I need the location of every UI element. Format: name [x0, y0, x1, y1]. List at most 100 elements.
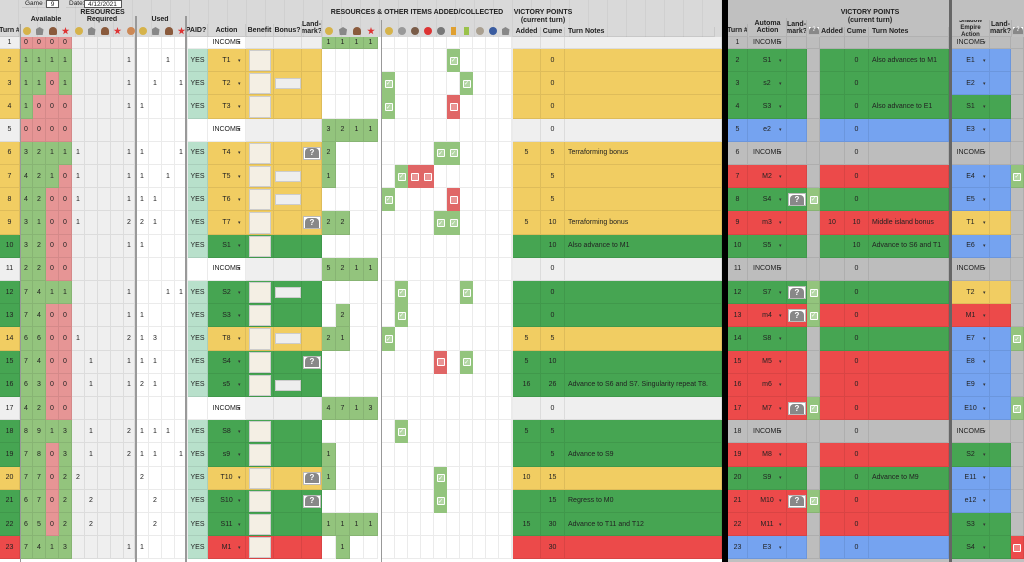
item-checkbox-cell[interactable] — [395, 49, 408, 73]
action-dropdown[interactable]: S8 — [208, 420, 246, 444]
added-resource[interactable] — [322, 95, 336, 119]
added-resource[interactable] — [336, 350, 350, 374]
automa-turn-notes[interactable] — [869, 188, 949, 212]
item-checkbox-cell[interactable] — [460, 234, 473, 258]
chevron-down-icon[interactable]: ▾ — [983, 544, 986, 551]
chevron-down-icon[interactable]: ▾ — [779, 359, 782, 366]
item-checkbox-cell[interactable] — [382, 257, 395, 281]
action-dropdown[interactable]: T2 — [208, 72, 246, 96]
chevron-down-icon[interactable]: ▾ — [983, 521, 986, 528]
chevron-down-icon[interactable]: ▾ — [238, 220, 241, 226]
vp-added[interactable] — [513, 118, 541, 142]
chevron-down-icon[interactable]: ▾ — [238, 289, 241, 296]
chevron-down-icon[interactable]: ▾ — [779, 544, 782, 551]
checkbox-checked[interactable]: ✓ — [397, 427, 406, 436]
vp-added[interactable] — [513, 188, 541, 212]
shadow-action-dropdown[interactable]: E6 — [952, 234, 990, 258]
added-resource[interactable] — [350, 536, 364, 560]
item-checkbox-cell[interactable] — [499, 211, 512, 235]
item-checkbox-cell[interactable] — [473, 420, 486, 444]
added-resource[interactable]: 3 — [364, 397, 378, 421]
used-resource[interactable]: 1 — [149, 72, 162, 96]
item-checkbox-cell[interactable] — [499, 281, 512, 305]
added-resource[interactable] — [336, 49, 350, 73]
added-resource[interactable] — [322, 373, 336, 397]
used-resource[interactable] — [149, 118, 162, 142]
added-resource[interactable] — [364, 72, 378, 96]
added-resource[interactable]: 1 — [322, 466, 336, 490]
item-checkbox-cell[interactable] — [486, 165, 499, 189]
checkbox-checked[interactable]: ✓ — [1013, 172, 1021, 181]
added-resource[interactable] — [322, 489, 336, 513]
added-resource[interactable] — [322, 420, 336, 444]
shadow-action-dropdown[interactable]: INCOME — [952, 141, 990, 165]
added-resource[interactable]: 4 — [322, 397, 336, 421]
item-checkbox-cell[interactable] — [460, 165, 473, 189]
item-checkbox-cell[interactable] — [473, 397, 486, 421]
automa-landmark-check-cell[interactable] — [807, 420, 820, 444]
used-resource[interactable] — [149, 281, 162, 305]
added-resource[interactable] — [322, 188, 336, 212]
turn-notes[interactable]: Advance to S6 and S7. Singularity repeat… — [565, 373, 722, 397]
action-dropdown[interactable]: S1 — [208, 234, 246, 258]
added-resource[interactable] — [336, 420, 350, 444]
item-checkbox-cell[interactable] — [486, 257, 499, 281]
used-resource[interactable] — [149, 95, 162, 119]
item-checkbox-cell[interactable] — [473, 350, 486, 374]
chevron-down-icon[interactable]: ▾ — [983, 336, 986, 342]
vp-added[interactable]: 5 — [513, 141, 541, 165]
item-checkbox-cell[interactable] — [460, 211, 473, 235]
chevron-down-icon[interactable]: ▾ — [983, 428, 986, 435]
item-checkbox-cell[interactable] — [408, 281, 421, 305]
turn-notes[interactable]: Advance to T11 and T12 — [565, 513, 722, 537]
chevron-down-icon[interactable]: ▾ — [238, 405, 241, 412]
added-resource[interactable] — [336, 165, 350, 189]
turn-notes[interactable] — [565, 536, 722, 560]
chevron-down-icon[interactable]: ▾ — [779, 173, 782, 180]
item-checkbox-cell[interactable] — [473, 513, 486, 537]
turn-notes[interactable] — [565, 397, 722, 421]
checkbox-checked[interactable]: ✓ — [436, 149, 445, 158]
item-checkbox-cell[interactable] — [408, 141, 421, 165]
added-resource[interactable] — [322, 350, 336, 374]
shadow-action-dropdown[interactable]: INCOME — [952, 420, 990, 444]
item-checkbox-cell[interactable] — [499, 327, 512, 351]
shadow-action-dropdown[interactable]: E4 — [952, 165, 990, 189]
shadow-action-dropdown[interactable]: S3 — [952, 513, 990, 537]
automa-action-dropdown[interactable]: m3 — [748, 211, 787, 235]
automa-landmark-check-cell[interactable] — [807, 72, 820, 96]
item-checkbox-cell[interactable] — [486, 466, 499, 490]
automa-turn-notes[interactable] — [869, 37, 949, 49]
used-resource[interactable] — [175, 257, 188, 281]
chevron-down-icon[interactable]: ▾ — [983, 220, 986, 226]
added-resource[interactable] — [336, 443, 350, 467]
item-checkbox-cell[interactable] — [499, 489, 512, 513]
vp-added[interactable] — [513, 49, 541, 73]
checkbox-checked[interactable]: ✓ — [809, 311, 818, 320]
added-resource[interactable]: 2 — [336, 257, 350, 281]
added-resource[interactable]: 1 — [364, 257, 378, 281]
chevron-down-icon[interactable]: ▾ — [983, 312, 986, 319]
item-checkbox-cell[interactable] — [486, 350, 499, 374]
added-resource[interactable]: 1 — [364, 118, 378, 142]
chevron-down-icon[interactable]: ▾ — [779, 289, 782, 296]
used-resource[interactable] — [162, 234, 175, 258]
item-checkbox-cell[interactable] — [499, 188, 512, 212]
used-resource[interactable] — [162, 443, 175, 467]
item-checkbox-cell[interactable] — [447, 466, 460, 490]
action-dropdown[interactable]: S3 — [208, 304, 246, 328]
used-resource[interactable] — [162, 141, 175, 165]
item-checkbox-cell[interactable] — [395, 141, 408, 165]
automa-action-dropdown[interactable]: M2 — [748, 165, 787, 189]
item-checkbox-cell[interactable] — [408, 489, 421, 513]
automa-landmark-check-cell[interactable] — [807, 95, 820, 119]
item-checkbox-cell[interactable] — [460, 466, 473, 490]
shadow-landmark-check-cell[interactable] — [1011, 72, 1024, 96]
used-resource[interactable] — [175, 95, 188, 119]
item-checkbox-cell[interactable] — [395, 234, 408, 258]
used-resource[interactable]: 1 — [175, 443, 188, 467]
added-resource[interactable] — [336, 188, 350, 212]
item-checkbox-cell[interactable] — [460, 37, 473, 49]
checkbox-checked[interactable]: ✓ — [436, 497, 445, 506]
automa-landmark-check-cell[interactable] — [807, 188, 820, 212]
